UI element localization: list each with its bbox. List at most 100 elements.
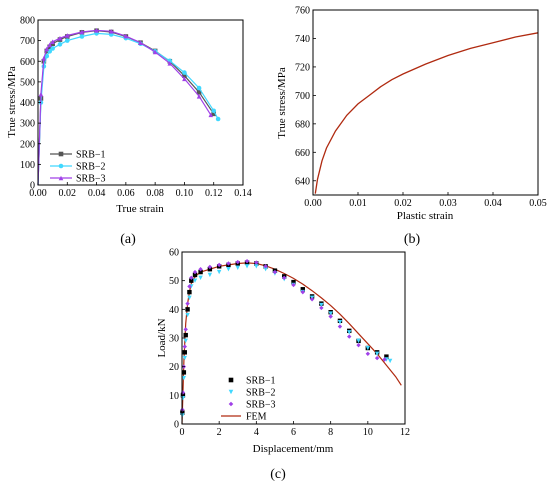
data-point xyxy=(198,267,203,272)
y-tick-label: 40 xyxy=(169,305,179,316)
fem-curve xyxy=(181,262,402,425)
data-point xyxy=(185,307,190,312)
y-tick-label: 800 xyxy=(20,16,35,27)
data-point xyxy=(244,258,250,264)
data-point xyxy=(138,40,143,45)
data-point xyxy=(187,295,192,301)
y-tick-label: 100 xyxy=(20,160,35,171)
data-point xyxy=(347,334,352,339)
data-point xyxy=(192,278,198,283)
x-tick-label: 0.14 xyxy=(234,188,252,199)
data-point xyxy=(382,357,387,362)
x-tick-label: 0.02 xyxy=(394,198,412,209)
x-axis-label-a: True strain xyxy=(116,203,164,215)
data-point xyxy=(181,375,187,381)
panel-label-c: (c) xyxy=(270,467,286,482)
data-point xyxy=(183,332,188,338)
data-point xyxy=(374,351,380,356)
data-point xyxy=(182,355,187,361)
data-point xyxy=(207,272,213,278)
data-point xyxy=(215,116,221,122)
data-point xyxy=(181,370,187,375)
data-point xyxy=(211,111,217,117)
data-point xyxy=(79,34,85,39)
y-tick-label: 700 xyxy=(20,36,35,47)
data-point xyxy=(47,42,53,48)
x-axis-label-b: Plastic strain xyxy=(397,210,454,222)
data-point xyxy=(196,89,202,95)
data-point xyxy=(365,345,371,351)
data-point xyxy=(182,344,187,349)
x-tick-label: 6 xyxy=(291,427,296,438)
legend-label: SRB−3 xyxy=(246,400,276,411)
x-tick-label: 0.00 xyxy=(304,198,322,209)
data-point xyxy=(196,94,202,99)
legend-marker xyxy=(58,151,64,157)
data-point xyxy=(182,73,187,78)
data-point xyxy=(254,260,259,265)
data-point xyxy=(328,314,333,319)
data-point xyxy=(41,55,47,61)
data-point xyxy=(38,91,44,97)
panel-b: 0.00 0.01 0.02 0.03 0.04 0.05 640 660 680 700 720 7… xyxy=(276,6,547,248)
data-point xyxy=(180,396,186,401)
data-point xyxy=(152,49,158,55)
data-point xyxy=(167,61,173,66)
data-point xyxy=(272,269,278,275)
series-line-3 xyxy=(37,29,212,186)
y-tick-label: 60 xyxy=(169,248,179,259)
data-point xyxy=(300,289,305,295)
x-tick-label: 0.04 xyxy=(88,188,106,199)
data-point xyxy=(192,272,198,278)
data-point xyxy=(211,108,217,114)
data-point xyxy=(196,85,202,91)
legend-marker xyxy=(228,389,234,395)
data-point xyxy=(208,112,214,118)
x-tick-label: 0.00 xyxy=(29,188,47,199)
legend-marker xyxy=(58,175,64,181)
x-tick-label: 0.05 xyxy=(529,198,547,209)
data-point xyxy=(347,330,352,335)
data-point xyxy=(254,264,259,269)
data-point xyxy=(108,29,114,34)
y-tick-label: 0 xyxy=(30,181,35,192)
data-point xyxy=(64,38,70,43)
data-point xyxy=(216,262,222,268)
data-point xyxy=(337,320,343,325)
y-tick-label: 200 xyxy=(20,139,35,150)
data-point xyxy=(183,338,188,344)
data-point xyxy=(374,355,380,361)
data-point xyxy=(50,46,55,51)
stress-strain-curve xyxy=(314,32,539,194)
y-tick-label: 660 xyxy=(295,148,310,159)
data-point xyxy=(187,289,192,295)
data-point xyxy=(309,297,315,302)
x-tick-label: 0.01 xyxy=(349,198,367,209)
legend-label: SRB−3 xyxy=(76,174,106,185)
y-tick-label: 740 xyxy=(295,34,310,45)
data-point xyxy=(192,269,198,275)
y-tick-label: 680 xyxy=(295,119,310,130)
data-point xyxy=(235,265,240,270)
data-point xyxy=(300,287,305,292)
x-tick-label: 0.03 xyxy=(439,198,457,209)
panel-label-a: (a) xyxy=(120,232,136,247)
y-axis-label-a: True stress/MPa xyxy=(6,66,18,138)
data-point xyxy=(384,354,389,359)
data-point xyxy=(365,351,371,356)
data-point xyxy=(189,278,194,283)
data-point xyxy=(79,29,85,35)
data-point xyxy=(207,264,213,270)
legend-label: SRB−2 xyxy=(76,162,106,173)
plot-frame-b xyxy=(312,9,539,196)
y-tick-label: 50 xyxy=(169,276,179,287)
y-axis-label-b: True stress/MPa xyxy=(276,67,288,139)
y-tick-label: 700 xyxy=(295,91,310,102)
data-point xyxy=(356,342,361,348)
data-point xyxy=(387,358,393,364)
y-tick-label: 30 xyxy=(169,334,179,345)
data-point xyxy=(64,33,70,38)
y-tick-label: 600 xyxy=(20,57,35,68)
